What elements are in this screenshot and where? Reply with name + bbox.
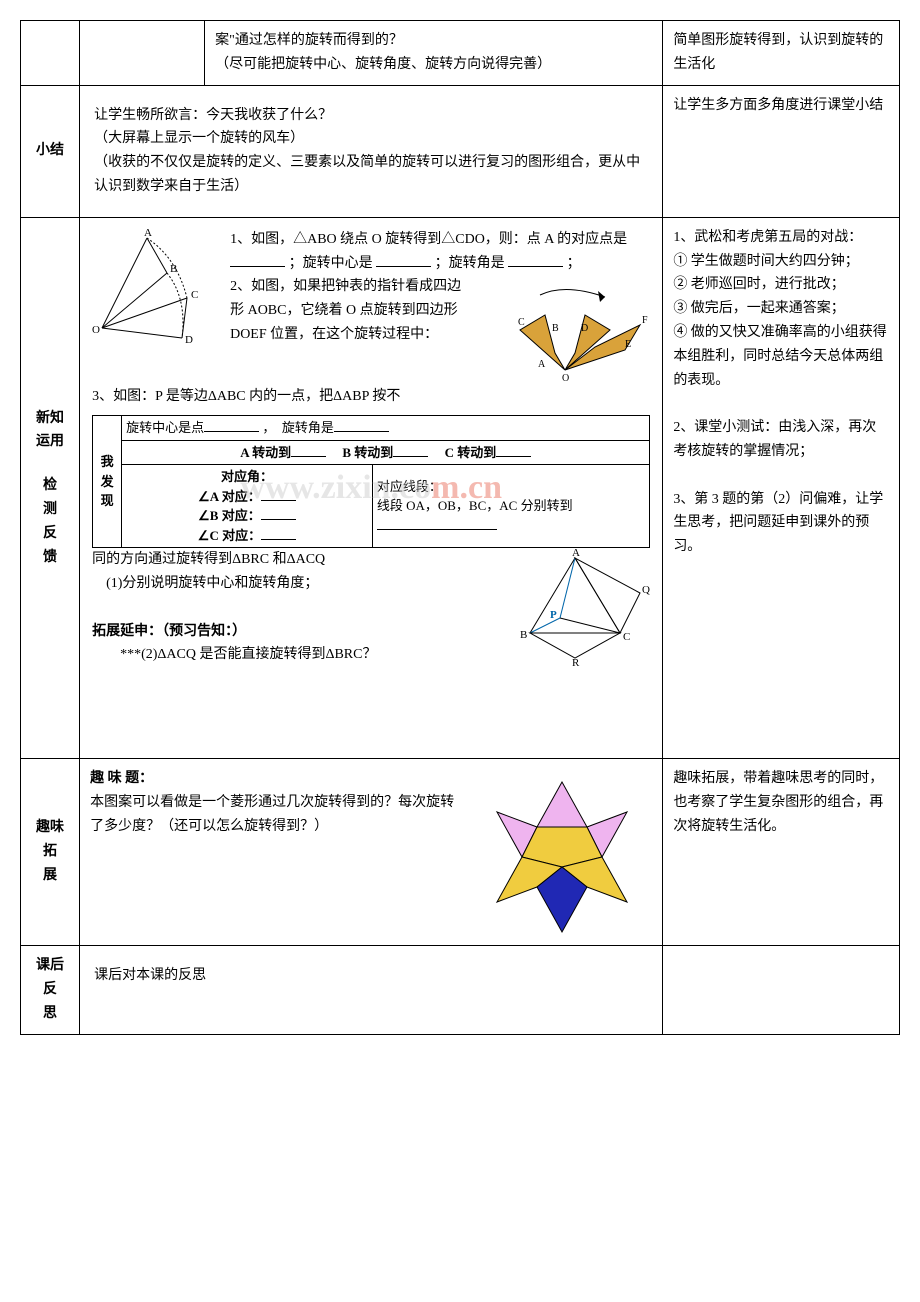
tail1: 同的方向通过旋转得到ΔBRC 和ΔACQ [92,552,325,567]
n11: ① 学生做题时间大约四分钟； [673,254,859,269]
r1-col2 [80,21,205,86]
r1-line1: 案"通过怎样的旋转而得到的？ [215,33,403,48]
r1-note: 简单图形旋转得到，认识到旋转的生活化 [663,21,900,86]
inner-label: 我 发 现 [93,416,122,548]
r1-line2: （尽可能把旋转中心、旋转角度、旋转方向说得完善） [215,57,551,72]
ir1b: ， 旋转角是 [262,420,334,435]
r3-content: www.zixin.com.cn A B C D O 1、如图，△ABO 绕点 … [80,217,663,758]
blank-2[interactable] [376,252,431,267]
row-fun: 趣味拓展 趣 味 题： 本图案可以看做是一个菱形通过几次旋转得到的？每次旋转了多… [21,759,900,946]
ir1a: 旋转中心是点 [126,420,204,435]
fig1-B: B [170,263,177,275]
col1a: 我 [101,454,114,469]
row-rotation-question: 案"通过怎样的旋转而得到的？ （尽可能把旋转中心、旋转角度、旋转方向说得完善） … [21,21,900,86]
r2-l1: 让学生畅所欲言：今天我收获了什么？ [94,108,332,123]
blank-ir1[interactable] [204,418,259,432]
n1t: 1、武松和考虎第五局的对战： [673,230,862,245]
r5-note [663,946,900,1034]
watermark: www.zixin.com.cn [240,459,502,517]
r2-content: 让学生畅所欲言：今天我收获了什么？ （大屏幕上显示一个旋转的风车） （收获的不仅… [80,85,663,217]
q3-text: 3、如图：P 是等边ΔABC 内的一点，把ΔABP 按不 [92,389,400,404]
col1c: 现 [101,493,114,508]
fig2-B: B [552,323,559,334]
r2-note: 让学生多方面多角度进行课堂小结 [663,85,900,217]
r4-label-text: 趣味拓展 [31,816,69,887]
fig3-P: P [550,609,557,621]
blank-ir2b[interactable] [393,443,428,457]
fig3-B: B [520,629,527,641]
fig3-R: R [572,657,580,668]
r4-title: 趣 味 题： [90,771,153,786]
fig2-O: O [562,373,569,384]
r1-label [21,21,80,86]
ir2a: A 转动到 [240,445,291,460]
fig2-F: F [642,315,648,326]
r3-note: 1、武松和考虎第五局的对战： ① 学生做题时间大约四分钟； ② 老师巡回时，进行… [663,217,900,758]
fig1-D: D [185,334,193,346]
q1-a: 1、如图，△ABO 绕点 O 旋转得到△CDO，则：点 A 的对应点是 [230,232,627,247]
ir2c: C 转动到 [445,445,497,460]
r2-l2: （大屏幕上显示一个旋转的风车） [94,131,304,146]
blank-1[interactable] [230,252,285,267]
label-summary-text: 小结 [31,139,69,163]
figure-star-rhombus [472,767,652,937]
r5-body: 课后对本课的反思 [94,968,206,983]
n14: ④ 做的又快又准确率高的小组获得本组胜利，同时总结今天总体两组的表现。 [673,325,887,388]
ir2b: B 转动到 [342,445,393,460]
ir1: 旋转中心是点 ， 旋转角是 [122,416,650,441]
wm1: www.zixin.co [240,469,431,506]
r2-l3: （收获的不仅仅是旋转的定义、三要素以及简单的旋转可以进行复习的图形组合，更从中认… [94,155,640,194]
fig1-O: O [92,324,100,336]
figure-clockhands: A B C D E F O [480,275,650,385]
blank-ir4b[interactable] [377,516,497,530]
r4-note: 趣味拓展，带着趣味思考的同时，也考察了学生复杂图形的组合，再次将旋转生活化。 [663,759,900,946]
figure-abo-cdo: A B C D O [92,228,222,348]
blank-ir6a[interactable] [261,526,296,540]
r4-content: 趣 味 题： 本图案可以看做是一个菱形通过几次旋转得到的？每次旋转了多少度？（还… [80,759,663,946]
blank-ir1b[interactable] [334,418,389,432]
fig3-A: A [572,548,580,559]
fig3-Q: Q [642,584,650,596]
ext-title: 拓展延申：（预习告知：） [92,624,246,639]
r3-label2: 检测反馈 [31,474,69,569]
figure-triangle-p: A B C P Q R [500,548,650,668]
blank-3[interactable] [508,252,563,267]
n2: 2、课堂小测试：由浅入深，再次考核旋转的掌握情况； [673,420,876,459]
fig3-C: C [623,631,630,643]
ir6a: ∠C 对应： [198,528,261,543]
fig1-C: C [191,289,198,301]
wm2: m.cn [431,469,502,506]
r4-label: 趣味拓展 [21,759,80,946]
n13: ③ 做完后，一起来通答案； [673,301,845,316]
fig2-E: E [625,339,631,350]
fig1-A: A [144,228,152,239]
q1-b: ；旋转中心是 [289,256,373,271]
row-reflect: 课后反思 课后对本课的反思 [21,946,900,1034]
row-summary: 小结 让学生畅所欲言：今天我收获了什么？ （大屏幕上显示一个旋转的风车） （收获… [21,85,900,217]
col1b: 发 [101,474,114,489]
r5-content: 课后对本课的反思 [80,946,663,1034]
fig2-C: C [518,317,525,328]
q1-c: ；旋转角是 [435,256,505,271]
n12: ② 老师巡回时，进行批改； [673,277,845,292]
r3-label1: 新知运用 [31,407,69,455]
tail2: (1)分别说明旋转中心和旋转角度； [106,576,318,591]
r5-label-text: 课后反思 [31,954,69,1025]
r5-label: 课后反思 [21,946,80,1034]
r3-label: 新知运用 检测反馈 [21,217,80,758]
fig2-D: D [581,323,588,334]
q2-text: 2、如图，如果把钟表的指针看成四边形 AOBC，它绕着 O 点旋转到四边形 DO… [230,279,461,342]
n3: 3、第 3 题的第（2）问偏难，让学生思考，把问题延申到课外的预习。 [673,492,883,555]
q1-d: ； [567,256,581,271]
r2-label: 小结 [21,85,80,217]
fig2-A: A [538,359,546,370]
row-exercise: 新知运用 检测反馈 www.zixin.com.cn A B C D O 1、如… [21,217,900,758]
ext-body: ***(2)ΔACQ 是否能直接旋转得到ΔBRC？ [120,647,376,662]
blank-ir2a[interactable] [291,443,326,457]
blank-ir2c[interactable] [496,443,531,457]
r4-body: 本图案可以看做是一个菱形通过几次旋转得到的？每次旋转了多少度？（还可以怎么旋转得… [90,795,454,834]
r1-content: 案"通过怎样的旋转而得到的？ （尽可能把旋转中心、旋转角度、旋转方向说得完善） [205,21,663,86]
